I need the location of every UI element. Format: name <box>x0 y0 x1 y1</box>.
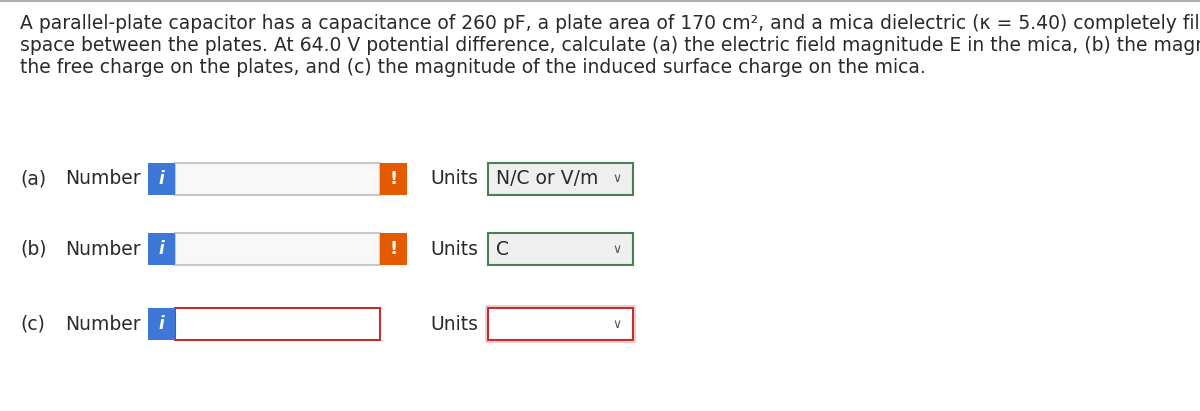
Text: Units: Units <box>430 240 478 259</box>
Text: Units: Units <box>430 169 478 189</box>
FancyBboxPatch shape <box>488 308 634 340</box>
Text: Units: Units <box>430 314 478 333</box>
Text: (c): (c) <box>20 314 44 333</box>
Text: Number: Number <box>65 314 140 333</box>
Text: N/C or V/m: N/C or V/m <box>496 169 599 189</box>
Text: A parallel-plate capacitor has a capacitance of 260 pF, a plate area of 170 cm²,: A parallel-plate capacitor has a capacit… <box>20 14 1200 33</box>
Text: Number: Number <box>65 169 140 189</box>
Text: (a): (a) <box>20 169 46 189</box>
FancyBboxPatch shape <box>175 308 380 340</box>
FancyBboxPatch shape <box>380 233 407 265</box>
Text: i: i <box>158 240 164 258</box>
FancyBboxPatch shape <box>148 163 175 195</box>
Text: C: C <box>496 240 509 259</box>
Text: !: ! <box>390 240 397 258</box>
Text: !: ! <box>390 170 397 188</box>
Text: space between the plates. At 64.0 V potential difference, calculate (a) the elec: space between the plates. At 64.0 V pote… <box>20 36 1200 55</box>
FancyBboxPatch shape <box>148 308 175 340</box>
FancyBboxPatch shape <box>485 305 636 343</box>
Text: Number: Number <box>65 240 140 259</box>
Text: ∨: ∨ <box>612 242 622 256</box>
FancyBboxPatch shape <box>488 233 634 265</box>
Text: i: i <box>158 315 164 333</box>
FancyBboxPatch shape <box>380 163 407 195</box>
Text: i: i <box>158 170 164 188</box>
Text: the free charge on the plates, and (c) the magnitude of the induced surface char: the free charge on the plates, and (c) t… <box>20 58 925 77</box>
FancyBboxPatch shape <box>488 163 634 195</box>
Text: (b): (b) <box>20 240 47 259</box>
Text: ∨: ∨ <box>612 173 622 185</box>
FancyBboxPatch shape <box>148 233 175 265</box>
FancyBboxPatch shape <box>175 233 380 265</box>
FancyBboxPatch shape <box>175 163 380 195</box>
Text: ∨: ∨ <box>612 318 622 330</box>
